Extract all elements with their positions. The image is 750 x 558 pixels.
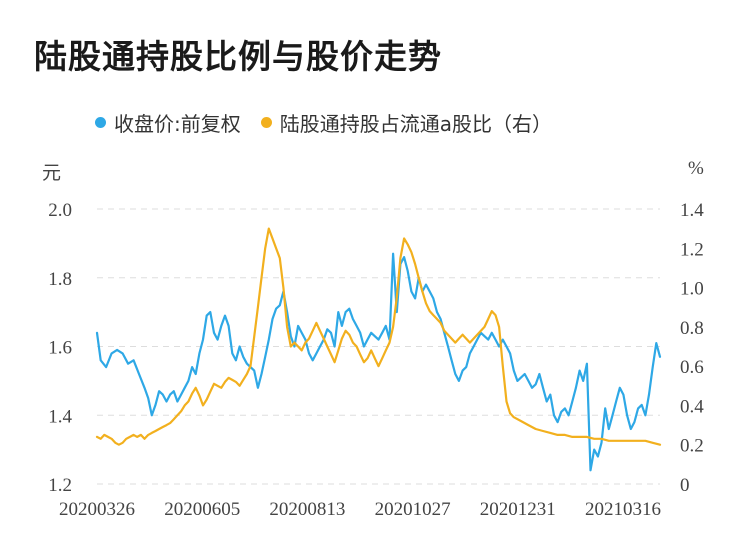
right-tick-label: 1.0 [680, 279, 704, 300]
x-tick-label: 20200326 [59, 499, 135, 520]
x-tick-label: 20201231 [480, 499, 556, 520]
hold-legend-dot-icon [260, 117, 272, 128]
price-legend-dot-icon [95, 117, 106, 128]
chart-title: 陆股通持股比例与股价走势 [34, 37, 442, 76]
x-tick-label: 20200605 [164, 499, 240, 520]
right-tick-label: 0.2 [680, 436, 704, 457]
holding-ratio-series-line [95, 227, 662, 446]
right-tick-label: 0.4 [680, 396, 704, 417]
left-tick-label: 1.4 [48, 406, 72, 427]
right-axis-unit: % [688, 158, 704, 179]
left-tick-label: 1.2 [48, 475, 72, 496]
right-tick-label: 0.8 [680, 318, 704, 339]
x-tick-label: 20201027 [375, 499, 451, 520]
right-tick-label: 1.4 [680, 200, 704, 221]
price-series-line [95, 252, 662, 472]
legend-item-hold[interactable]: 陆股通持股占流通a股比（右） [260, 108, 553, 137]
x-tick-label: 20210316 [585, 499, 661, 520]
left-tick-label: 1.8 [48, 269, 72, 290]
left-tick-label: 1.6 [48, 338, 72, 359]
legend: 收盘价:前复权 陆股通持股占流通a股比（右） [95, 108, 552, 137]
left-axis-unit: 元 [42, 163, 62, 184]
legend-item-price[interactable]: 收盘价:前复权 [95, 108, 241, 137]
legend-label-hold: 陆股通持股占流通a股比（右） [279, 112, 553, 136]
left-tick-label: 2.0 [48, 200, 72, 221]
right-tick-label: 0.6 [680, 357, 704, 378]
x-tick-label: 20200813 [269, 499, 345, 520]
right-tick-label: 0 [680, 475, 690, 496]
right-tick-label: 1.2 [680, 239, 704, 260]
legend-label-price: 收盘价:前复权 [114, 112, 241, 136]
